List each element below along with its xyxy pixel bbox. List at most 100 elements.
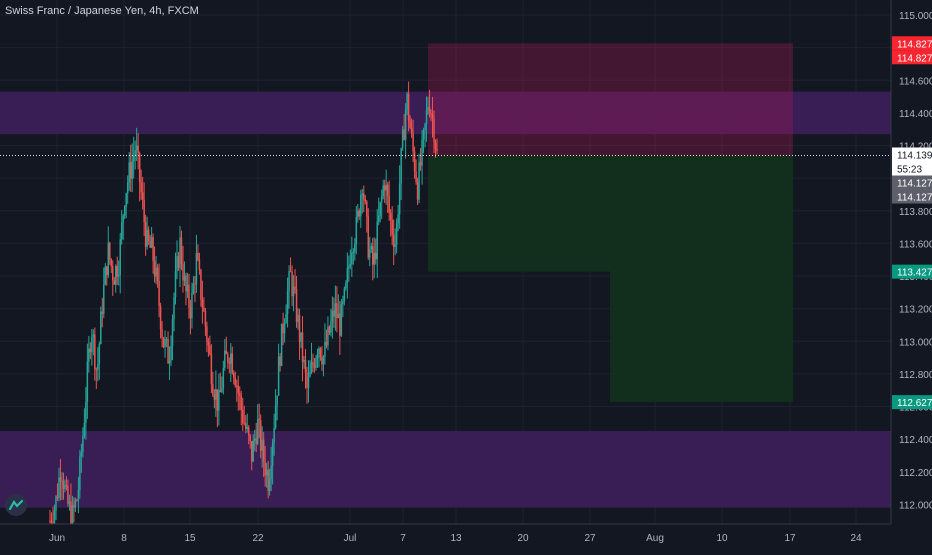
price-label-dark-text: 114.127 [897, 179, 932, 190]
candle-body [315, 358, 317, 368]
candle [297, 308, 299, 330]
x-tick-label: Jul [344, 533, 357, 544]
candle-body [74, 500, 77, 508]
candle-body [357, 210, 359, 217]
candle [382, 179, 384, 200]
candle-body [77, 490, 80, 501]
candle-body [135, 145, 138, 151]
candle [262, 432, 265, 478]
candle [106, 265, 108, 286]
candle-body [318, 348, 320, 355]
candle-body [297, 314, 299, 323]
candle-body [404, 108, 407, 140]
candle-body [186, 284, 189, 292]
candle [210, 344, 213, 394]
candle [185, 272, 187, 306]
candle-body [383, 185, 386, 191]
candle [346, 252, 349, 299]
candle [165, 336, 168, 348]
x-tick-label: 13 [450, 533, 462, 544]
take-profit-zone [428, 155, 793, 403]
candle [292, 275, 295, 312]
candle [174, 252, 177, 305]
candle [225, 336, 228, 355]
candle-body [107, 242, 110, 276]
candle-body [129, 162, 132, 179]
candle [213, 389, 216, 409]
candle [177, 252, 180, 271]
candle-body [173, 297, 175, 319]
candle [349, 249, 352, 270]
candle-body [348, 266, 350, 269]
candle [334, 285, 337, 331]
candle-body [313, 365, 316, 368]
candle-body [210, 353, 213, 385]
candle [180, 230, 183, 271]
candle-body [292, 286, 295, 297]
candle [428, 89, 431, 118]
candle [395, 218, 398, 254]
candle-body [233, 373, 235, 379]
candle-body [109, 242, 111, 260]
candle [224, 338, 226, 371]
candle-body [330, 321, 332, 333]
price-label-stop [892, 50, 932, 65]
candle [219, 372, 222, 393]
candle-body [255, 438, 257, 444]
candle-body [234, 378, 237, 386]
candle-body [424, 123, 426, 131]
candle [234, 371, 237, 388]
candle [434, 139, 437, 158]
candle-body [194, 283, 196, 285]
candle-body [83, 422, 86, 436]
candle [137, 133, 139, 170]
candle [310, 342, 313, 375]
candle-body [288, 271, 290, 292]
candle-body [152, 237, 154, 261]
candle-body [123, 206, 126, 216]
candle-body [73, 505, 75, 508]
y-tick-label: 113.600 [899, 239, 932, 250]
candle [176, 240, 178, 280]
candle [138, 151, 141, 202]
candle-body [86, 361, 89, 403]
candle [294, 269, 296, 294]
candle-body [328, 326, 331, 333]
candle [406, 91, 408, 116]
candle-body [274, 405, 277, 428]
candle-body [352, 252, 355, 254]
candle-body [59, 477, 62, 482]
candle [397, 204, 399, 232]
candle [197, 244, 199, 262]
price-label-dark-text: 114.127 [897, 193, 932, 204]
candle-body [120, 222, 123, 240]
candle-body [244, 423, 247, 429]
candle-body [385, 184, 387, 191]
candle-body [246, 427, 248, 429]
candle-body [419, 162, 422, 166]
candle [123, 205, 126, 220]
price-label-target [892, 395, 932, 410]
candle [376, 209, 378, 279]
candle-body [342, 301, 344, 305]
x-tick-label: 15 [184, 533, 196, 544]
candle-body [159, 306, 162, 330]
candle-body [132, 155, 135, 162]
candle-body [306, 372, 308, 388]
candle-body [286, 291, 289, 315]
candle-body [380, 196, 383, 203]
tradingview-logo-icon[interactable] [5, 494, 27, 516]
candle [64, 479, 66, 493]
candle [379, 201, 381, 223]
candle [173, 292, 175, 332]
candle-body [300, 332, 302, 342]
candle [188, 273, 190, 319]
candle [295, 276, 298, 328]
candle-body [65, 484, 68, 486]
candle-body [240, 395, 243, 410]
candle [403, 113, 405, 141]
candle [143, 182, 145, 237]
candle-body [434, 142, 437, 149]
